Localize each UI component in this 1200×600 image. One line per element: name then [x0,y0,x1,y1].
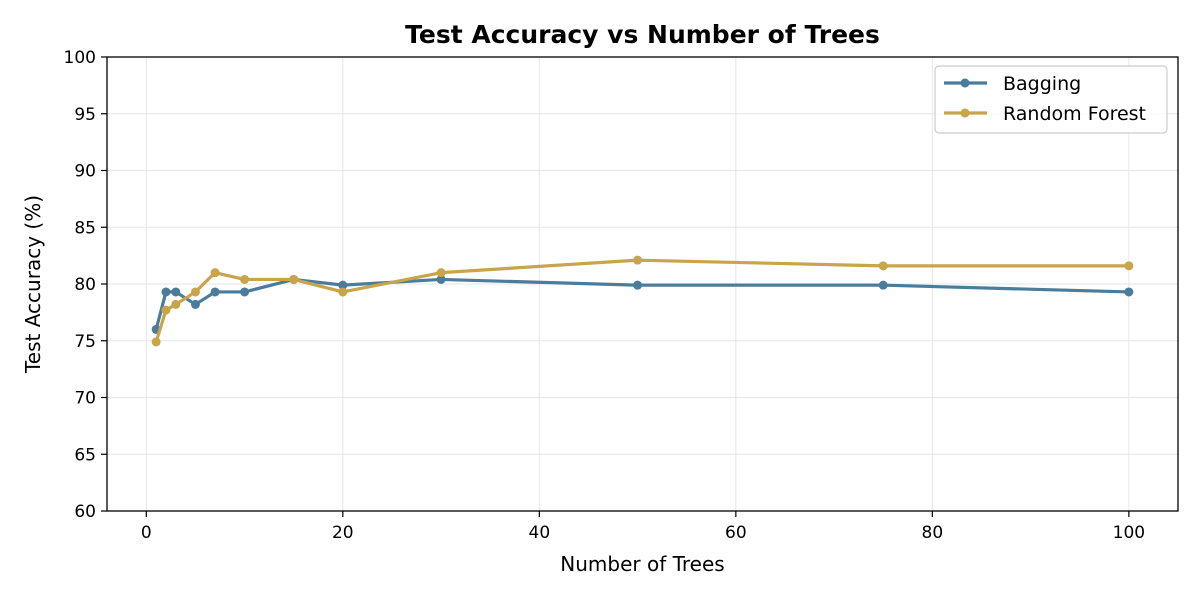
series-layer [151,255,1134,347]
data-point [436,274,446,284]
data-point [240,274,250,284]
data-point [633,255,643,265]
x-axis-label: Number of Trees [560,552,724,576]
data-point [338,287,348,297]
y-tick-label: 80 [74,275,96,295]
legend-label: Random Forest [1003,103,1146,125]
y-tick-label: 95 [74,105,96,125]
y-tick-label: 75 [74,332,96,352]
data-point [190,287,200,297]
y-axis-label: Test Accuracy (%) [21,195,45,374]
y-tick-label: 65 [74,445,96,465]
data-point [1124,287,1134,297]
x-tick-label: 60 [725,523,747,543]
data-point [161,305,171,315]
legend-box [934,65,1168,134]
legend-marker [960,108,970,118]
y-tick-label: 90 [74,162,96,182]
chart-title: Test Accuracy vs Number of Trees [405,20,880,49]
x-tick-label: 100 [1113,523,1145,543]
ticks: 0 20 40 60 80 100 60 65 70 75 80 85 90 95 100 [64,48,1146,543]
data-point [210,268,220,278]
legend-label: Bagging [1003,73,1081,95]
y-tick-label: 85 [74,218,96,238]
data-point [633,280,643,290]
data-point [171,287,181,297]
x-tick-label: 40 [529,523,551,543]
y-tick-label: 70 [74,389,96,409]
series-line [154,258,1129,343]
data-point [289,274,299,284]
y-tick-label: 60 [74,502,96,522]
data-point [190,299,200,309]
data-point [151,337,161,347]
data-point [171,299,181,309]
data-point [878,261,888,271]
x-tick-label: 80 [922,523,944,543]
y-tick-label: 100 [64,48,96,68]
legend: Bagging Random Forest [934,65,1168,134]
x-tick-label: 20 [332,523,354,543]
data-point [161,287,171,297]
legend-marker [960,78,970,88]
data-point [240,287,250,297]
x-tick-label: 0 [141,523,152,543]
data-point [878,280,888,290]
series-line [154,277,1129,330]
data-point [436,268,446,278]
data-point [210,287,220,297]
data-point [338,280,348,290]
data-point [1124,261,1134,271]
